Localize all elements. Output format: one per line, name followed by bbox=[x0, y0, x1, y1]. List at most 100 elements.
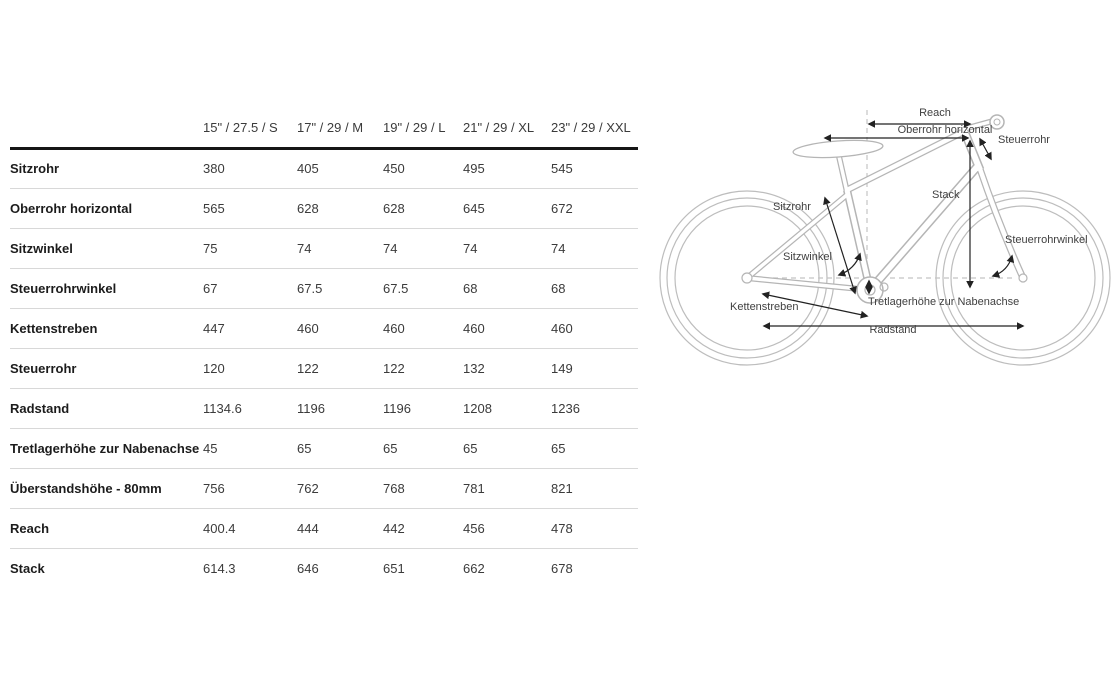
cell: 614.3 bbox=[203, 560, 236, 576]
steuerrohr-arrow bbox=[979, 137, 992, 161]
cell: 756 bbox=[203, 480, 225, 496]
table-row: Oberrohr horizontal 565 628 628 645 672 bbox=[10, 188, 638, 228]
row-label: Tretlagerhöhe zur Nabenachse bbox=[10, 440, 200, 456]
cell: 762 bbox=[297, 480, 319, 496]
table-row: Überstandshöhe - 80mm 756 762 768 781 82… bbox=[10, 468, 638, 508]
cell: 132 bbox=[463, 360, 485, 376]
cell: 75 bbox=[203, 240, 218, 256]
cell: 65 bbox=[297, 440, 312, 456]
kettenstreben-label: Kettenstreben bbox=[730, 301, 799, 313]
cell: 460 bbox=[297, 320, 319, 336]
bike-geometry-diagram: Reach Oberrohr horizontal Steuerrohr Sta… bbox=[655, 95, 1115, 385]
cell: 122 bbox=[297, 360, 319, 376]
row-label: Sitzwinkel bbox=[10, 240, 73, 256]
steuerrohr-label: Steuerrohr bbox=[998, 134, 1050, 146]
cell: 821 bbox=[551, 480, 573, 496]
row-label: Reach bbox=[10, 520, 50, 536]
cell: 68 bbox=[551, 280, 566, 296]
cell: 74 bbox=[383, 240, 398, 256]
cell: 67.5 bbox=[297, 280, 323, 296]
cell: 565 bbox=[203, 200, 225, 216]
tretlagerhoehe-label: Tretlagerhöhe zur Nabenachse bbox=[868, 296, 1020, 308]
cell: 450 bbox=[383, 161, 405, 176]
cell: 495 bbox=[463, 161, 485, 176]
cell: 65 bbox=[383, 440, 398, 456]
size-column-header: 19" / 29 / L bbox=[383, 120, 446, 135]
cell: 628 bbox=[383, 200, 405, 216]
stack-label: Stack bbox=[932, 189, 960, 201]
cell: 405 bbox=[297, 161, 319, 176]
row-label: Oberrohr horizontal bbox=[10, 200, 133, 216]
row-label: Steuerrohr bbox=[10, 360, 77, 376]
cell: 1196 bbox=[297, 400, 325, 416]
cell: 68 bbox=[463, 280, 478, 296]
table-row: Steuerrohr 120 122 122 132 149 bbox=[10, 348, 638, 388]
cell: 400.4 bbox=[203, 520, 236, 536]
cell: 768 bbox=[383, 480, 405, 496]
cell: 662 bbox=[463, 560, 485, 576]
cell: 672 bbox=[551, 200, 573, 216]
row-label: Stack bbox=[10, 560, 45, 576]
handlebar-grip-icon bbox=[989, 114, 1005, 130]
cell: 447 bbox=[203, 320, 225, 336]
cell: 120 bbox=[203, 360, 225, 376]
cell: 1236 bbox=[551, 400, 580, 416]
cell: 545 bbox=[551, 161, 573, 176]
cell: 460 bbox=[383, 320, 405, 336]
cell: 645 bbox=[463, 200, 485, 216]
cell: 646 bbox=[297, 560, 319, 576]
front-dropout-icon bbox=[1018, 273, 1028, 283]
cell: 781 bbox=[463, 480, 485, 496]
header-row: 15" / 27.5 / S 17" / 29 / M 19" / 29 / L… bbox=[10, 110, 638, 148]
rear-dropout-icon bbox=[741, 272, 753, 284]
steuerrohrwinkel-label: Steuerrohrwinkel bbox=[1005, 234, 1088, 246]
bike-drawing bbox=[659, 110, 1111, 366]
row-label: Kettenstreben bbox=[10, 320, 98, 336]
cell: 74 bbox=[551, 240, 566, 256]
cell: 122 bbox=[383, 360, 405, 376]
cell: 45 bbox=[203, 440, 218, 456]
cell: 1196 bbox=[383, 400, 411, 416]
cell: 74 bbox=[463, 240, 478, 256]
saddle-icon bbox=[792, 139, 884, 159]
table-row: Reach 400.4 444 442 456 478 bbox=[10, 508, 638, 548]
size-column-header: 15" / 27.5 / S bbox=[203, 120, 278, 135]
sitzrohr-arrow bbox=[823, 196, 857, 295]
cell: 149 bbox=[551, 360, 573, 376]
cell: 478 bbox=[551, 520, 573, 536]
cell: 65 bbox=[463, 440, 478, 456]
size-column-header: 21" / 29 / XL bbox=[463, 120, 535, 135]
cell: 65 bbox=[551, 440, 566, 456]
cell: 67.5 bbox=[383, 280, 409, 296]
cell: 460 bbox=[463, 320, 485, 336]
cell: 380 bbox=[203, 161, 225, 176]
row-label: Radstand bbox=[10, 400, 70, 416]
table-row: Stack 614.3 646 651 662 678 bbox=[10, 548, 638, 588]
radstand-label: Radstand bbox=[869, 324, 917, 336]
cell: 444 bbox=[297, 520, 319, 536]
sitzrohr-label: Sitzrohr bbox=[773, 201, 811, 213]
cell: 74 bbox=[297, 240, 312, 256]
cell: 456 bbox=[463, 520, 485, 536]
oberrohr-label: Oberrohr horizontal bbox=[897, 124, 993, 136]
table-row: Tretlagerhöhe zur Nabenachse 45 65 65 65… bbox=[10, 428, 638, 468]
table-row: Steuerrohrwinkel 67 67.5 67.5 68 68 bbox=[10, 268, 638, 308]
row-label: Sitzrohr bbox=[10, 161, 60, 176]
kettenstreben-arrow bbox=[761, 291, 869, 319]
corner-header bbox=[10, 110, 203, 148]
table-row: Sitzwinkel 75 74 74 74 74 bbox=[10, 228, 638, 268]
table-row: Sitzrohr 380 405 450 495 545 bbox=[10, 148, 638, 188]
cell: 651 bbox=[383, 560, 405, 576]
cell: 628 bbox=[297, 200, 319, 216]
table-row: Radstand 1134.6 1196 1196 1208 1236 bbox=[10, 388, 638, 428]
row-label: Überstandshöhe - 80mm bbox=[10, 480, 162, 496]
cell: 1134.6 bbox=[203, 400, 242, 416]
measure-arrows bbox=[761, 120, 1025, 330]
geometry-table: 15" / 27.5 / S 17" / 29 / M 19" / 29 / L… bbox=[10, 110, 638, 588]
cell: 442 bbox=[383, 520, 405, 536]
cell: 460 bbox=[551, 320, 573, 336]
sitzwinkel-arc-arrow bbox=[837, 252, 862, 277]
table-row: Kettenstreben 447 460 460 460 460 bbox=[10, 308, 638, 348]
cell: 67 bbox=[203, 280, 218, 296]
